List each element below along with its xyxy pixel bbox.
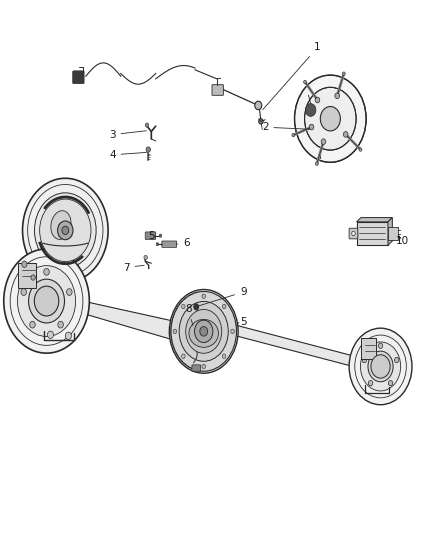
Circle shape xyxy=(159,234,162,237)
Circle shape xyxy=(223,354,226,358)
Circle shape xyxy=(362,357,367,363)
Circle shape xyxy=(47,331,53,338)
Circle shape xyxy=(4,249,89,353)
Text: 10: 10 xyxy=(396,236,409,246)
Circle shape xyxy=(144,255,148,260)
Circle shape xyxy=(309,124,314,130)
Circle shape xyxy=(186,310,222,353)
Circle shape xyxy=(320,107,340,131)
Circle shape xyxy=(335,93,339,99)
Circle shape xyxy=(58,221,73,240)
Circle shape xyxy=(40,199,91,262)
Circle shape xyxy=(181,354,185,358)
Text: 3: 3 xyxy=(109,130,146,140)
Circle shape xyxy=(30,321,35,328)
Circle shape xyxy=(231,329,234,334)
Circle shape xyxy=(58,321,64,328)
Circle shape xyxy=(321,139,326,144)
Text: 9: 9 xyxy=(198,287,247,306)
Circle shape xyxy=(21,289,27,295)
Circle shape xyxy=(352,231,355,236)
FancyBboxPatch shape xyxy=(73,71,84,84)
FancyBboxPatch shape xyxy=(18,263,36,288)
Circle shape xyxy=(292,133,295,137)
Circle shape xyxy=(44,269,49,275)
Text: 5: 5 xyxy=(148,231,155,241)
Circle shape xyxy=(259,119,263,124)
Text: 7: 7 xyxy=(123,263,144,272)
Circle shape xyxy=(360,342,401,391)
Circle shape xyxy=(343,132,348,137)
Circle shape xyxy=(35,193,96,268)
Polygon shape xyxy=(59,296,177,341)
FancyBboxPatch shape xyxy=(357,222,388,245)
Circle shape xyxy=(28,279,64,323)
Circle shape xyxy=(34,286,59,316)
FancyBboxPatch shape xyxy=(59,224,71,237)
Circle shape xyxy=(173,329,177,334)
Circle shape xyxy=(170,289,238,373)
Text: 6: 6 xyxy=(176,238,190,248)
Polygon shape xyxy=(229,324,363,369)
Circle shape xyxy=(315,162,318,166)
Circle shape xyxy=(304,87,356,150)
Text: 4: 4 xyxy=(109,150,146,160)
Circle shape xyxy=(305,103,316,116)
Circle shape xyxy=(194,320,213,343)
Text: 5: 5 xyxy=(240,317,247,327)
FancyBboxPatch shape xyxy=(162,241,177,247)
Circle shape xyxy=(38,290,55,311)
Circle shape xyxy=(200,327,208,336)
Circle shape xyxy=(146,147,150,152)
Circle shape xyxy=(378,343,383,349)
Circle shape xyxy=(31,275,35,280)
Text: 2: 2 xyxy=(262,122,310,132)
Text: 1: 1 xyxy=(263,43,321,110)
Circle shape xyxy=(22,261,27,268)
Circle shape xyxy=(171,292,237,371)
Polygon shape xyxy=(388,217,392,245)
Text: 8: 8 xyxy=(185,304,193,326)
FancyBboxPatch shape xyxy=(388,227,398,240)
Circle shape xyxy=(389,381,393,386)
Ellipse shape xyxy=(189,319,219,348)
Circle shape xyxy=(145,123,149,127)
FancyBboxPatch shape xyxy=(361,338,376,359)
Circle shape xyxy=(349,328,412,405)
Circle shape xyxy=(368,351,393,382)
FancyBboxPatch shape xyxy=(145,232,155,239)
Circle shape xyxy=(343,72,345,75)
Circle shape xyxy=(62,226,69,235)
Circle shape xyxy=(223,304,226,309)
Circle shape xyxy=(294,75,366,163)
Circle shape xyxy=(374,359,387,374)
Circle shape xyxy=(202,294,205,298)
Circle shape xyxy=(202,364,205,369)
Circle shape xyxy=(179,302,228,361)
Circle shape xyxy=(359,148,362,151)
Circle shape xyxy=(255,101,262,110)
Circle shape xyxy=(395,357,399,363)
FancyBboxPatch shape xyxy=(349,228,358,239)
Circle shape xyxy=(156,243,159,246)
Circle shape xyxy=(181,304,185,309)
Circle shape xyxy=(304,80,307,84)
Circle shape xyxy=(65,332,71,340)
FancyBboxPatch shape xyxy=(192,365,201,371)
Polygon shape xyxy=(357,217,392,222)
Circle shape xyxy=(22,178,108,282)
FancyBboxPatch shape xyxy=(212,85,223,95)
Circle shape xyxy=(67,289,72,295)
Circle shape xyxy=(194,304,199,310)
Circle shape xyxy=(368,381,373,386)
Circle shape xyxy=(315,97,320,103)
Circle shape xyxy=(18,265,76,336)
Ellipse shape xyxy=(51,211,71,239)
Circle shape xyxy=(371,355,390,378)
